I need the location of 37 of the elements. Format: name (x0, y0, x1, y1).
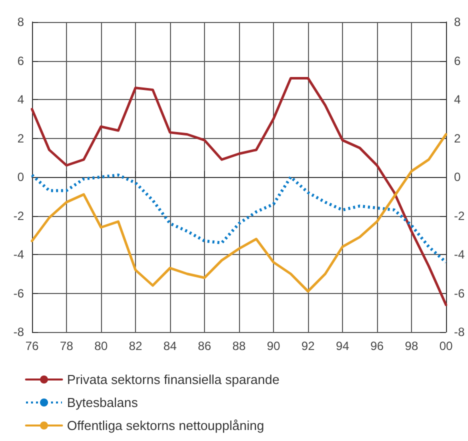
y-tick-label: -6 (13, 286, 24, 300)
x-tick-label: 78 (60, 339, 74, 353)
x-tick-label: 86 (198, 339, 212, 353)
y-tick-label: -4 (13, 248, 24, 262)
x-tick-label: 90 (266, 339, 280, 353)
y2-tick-label: -8 (454, 325, 465, 339)
x-tick-label: 84 (163, 339, 177, 353)
x-tick-label: 94 (336, 339, 350, 353)
legend-label: Bytesbalans (67, 395, 138, 410)
line-series (30, 76, 448, 306)
line-series (30, 133, 448, 293)
x-tick-label: 00 (439, 339, 453, 353)
legend-label: Offentliga sektorns nettoupplåning (67, 418, 264, 433)
y2-tick-label: 0 (454, 170, 461, 184)
y-tick-label: 6 (17, 54, 24, 68)
x-tick-label: 98 (404, 339, 418, 353)
y2-tick-label: 8 (454, 15, 461, 29)
y-tick-label: 0 (17, 170, 24, 184)
y-tick-label: 8 (17, 15, 24, 29)
x-tick-label: 80 (94, 339, 108, 353)
x-tick-label: 96 (370, 339, 384, 353)
y2-tick-label: -2 (454, 208, 465, 223)
y2-tick-label: 6 (454, 54, 461, 68)
x-tick-label: 76 (25, 339, 39, 353)
y-tick-label: 2 (17, 131, 24, 146)
y2-tick-label: -4 (454, 248, 465, 262)
legend-label: Privata sektorns finansiella sparande (67, 372, 280, 387)
y-tick-label: 4 (17, 92, 24, 106)
y2-tick-label: 2 (454, 131, 461, 146)
x-tick-label: 92 (301, 339, 315, 353)
line-series (30, 174, 448, 264)
x-tick-label: 82 (128, 339, 142, 353)
y2-tick-label: 4 (454, 92, 461, 106)
y2-tick-label: -6 (454, 286, 465, 300)
x-tick-label: 88 (232, 339, 246, 353)
y-tick-label: -2 (13, 208, 24, 223)
y-tick-label: -8 (13, 325, 24, 339)
